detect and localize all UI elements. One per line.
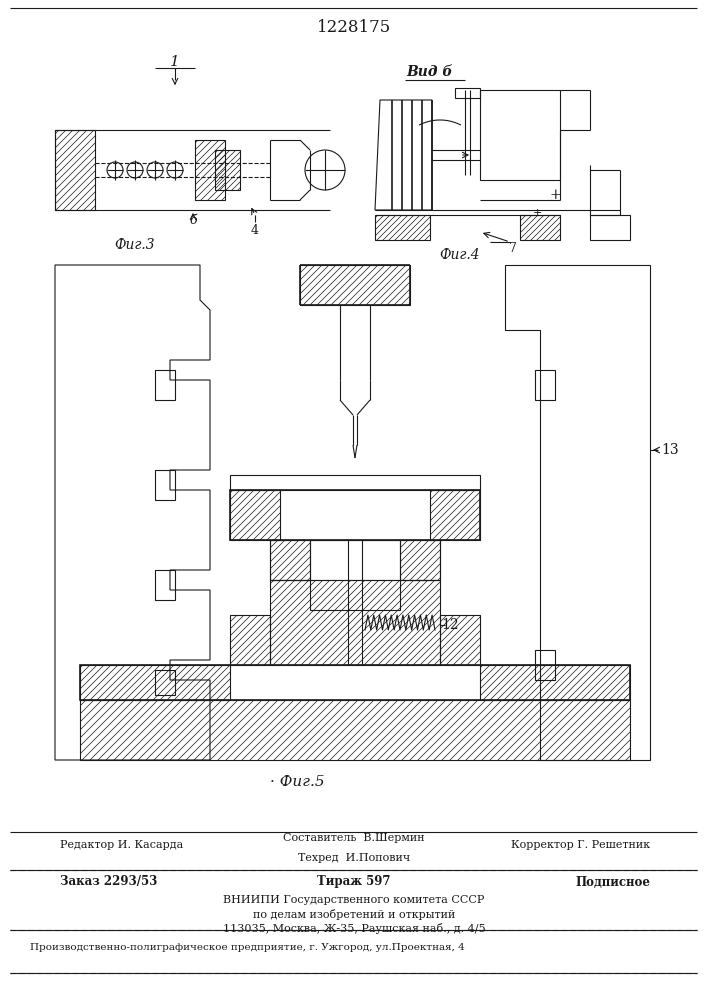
Bar	[520, 215, 560, 240]
Bar	[155, 670, 175, 695]
Bar	[80, 665, 230, 700]
Bar	[535, 370, 555, 400]
Bar	[310, 540, 400, 610]
Bar	[155, 370, 175, 400]
Bar	[80, 700, 630, 760]
Bar	[155, 570, 175, 600]
Bar	[80, 700, 630, 760]
Bar	[440, 615, 480, 665]
Bar	[230, 475, 480, 490]
Text: 12: 12	[441, 618, 459, 632]
Text: Фиг.4: Фиг.4	[440, 248, 480, 262]
Bar	[270, 580, 440, 665]
Text: Фиг.3: Фиг.3	[115, 238, 156, 252]
Bar	[480, 665, 630, 700]
Bar	[270, 580, 440, 665]
Bar	[270, 540, 310, 580]
Text: 113035, Москва, Ж-35, Раушская наб., д. 4/5: 113035, Москва, Ж-35, Раушская наб., д. …	[223, 922, 485, 934]
Bar	[520, 215, 560, 240]
Text: 7: 7	[509, 241, 517, 254]
Bar	[455, 88, 480, 98]
Bar	[215, 150, 240, 190]
Bar	[195, 140, 225, 200]
Bar	[230, 490, 280, 540]
Bar	[195, 140, 225, 200]
Bar	[80, 665, 630, 700]
Text: · Фиг.5: · Фиг.5	[269, 775, 325, 789]
Bar	[300, 265, 410, 305]
Text: 4: 4	[251, 224, 259, 236]
Bar	[480, 90, 560, 180]
Text: Тираж 597: Тираж 597	[317, 876, 391, 888]
Text: Заказ 2293/53: Заказ 2293/53	[60, 876, 158, 888]
Text: Составитель  В.Шермин: Составитель В.Шермин	[284, 833, 425, 843]
Bar	[400, 540, 440, 580]
Text: Подписное: Подписное	[575, 876, 650, 888]
Text: Редактор И. Касарда: Редактор И. Касарда	[60, 840, 183, 850]
Text: 1: 1	[170, 55, 180, 69]
Bar	[375, 215, 430, 240]
Text: ВНИИПИ Государственного комитета СССР: ВНИИПИ Государственного комитета СССР	[223, 895, 485, 905]
Bar	[480, 665, 630, 700]
Bar	[270, 540, 440, 580]
Bar	[535, 650, 555, 680]
Bar	[300, 265, 410, 305]
Text: +: +	[549, 188, 561, 202]
Bar	[270, 540, 310, 580]
Bar	[230, 490, 480, 540]
Bar	[55, 130, 95, 210]
Bar	[400, 540, 440, 580]
Bar	[440, 615, 480, 665]
Text: б: б	[189, 214, 197, 227]
Text: по делам изобретений и открытий: по делам изобретений и открытий	[253, 908, 455, 920]
Bar	[80, 665, 230, 700]
Text: Производственно-полиграфическое предприятие, г. Ужгород, ул.Проектная, 4: Производственно-полиграфическое предприя…	[30, 942, 464, 952]
Bar	[230, 615, 270, 665]
Bar	[215, 150, 240, 190]
Text: Корректор Г. Решетник: Корректор Г. Решетник	[511, 840, 650, 850]
Bar	[430, 490, 480, 540]
Bar	[230, 615, 270, 665]
Text: Вид б: Вид б	[407, 65, 453, 79]
Bar	[430, 490, 480, 540]
Bar	[590, 215, 630, 240]
Bar	[155, 470, 175, 500]
Bar	[55, 130, 95, 210]
Text: 13: 13	[661, 443, 679, 457]
Text: +: +	[532, 208, 542, 218]
Text: Техред  И.Попович: Техред И.Попович	[298, 853, 410, 863]
Bar	[230, 490, 280, 540]
Text: 1228175: 1228175	[317, 19, 391, 36]
Bar	[375, 215, 430, 240]
